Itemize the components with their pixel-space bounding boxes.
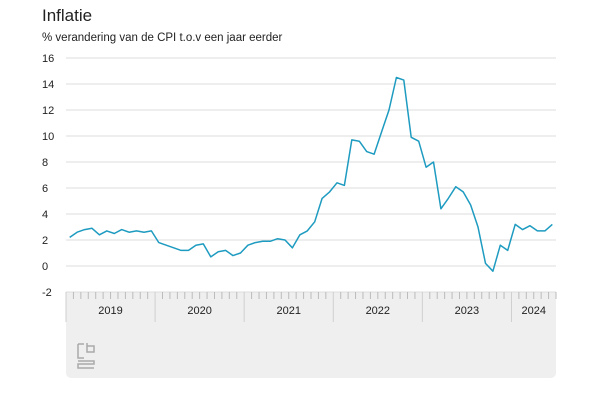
y-tick-label: 0 [42, 261, 48, 273]
x-year-label: 2022 [366, 305, 390, 317]
y-tick-label: 2 [42, 235, 48, 247]
y-tick-label: 6 [42, 183, 48, 195]
x-year-label: 2019 [98, 305, 122, 317]
series-line [69, 76, 553, 272]
y-tick-label: 16 [42, 53, 54, 65]
cbs-logo-icon [77, 343, 95, 369]
y-tick-label: 10 [42, 131, 54, 143]
y-tick-label: 14 [42, 79, 54, 91]
x-year-label: 2021 [276, 305, 300, 317]
y-tick-label: 4 [42, 209, 48, 221]
x-year-label: 2024 [521, 305, 545, 317]
y-tick-label: 12 [42, 105, 54, 117]
x-axis-band [66, 292, 556, 378]
x-year-label: 2020 [187, 305, 211, 317]
x-year-label: 2023 [455, 305, 479, 317]
chart-subtitle: % verandering van de CPI t.o.v een jaar … [42, 32, 283, 44]
y-tick-label: -2 [42, 287, 52, 299]
y-tick-label: 8 [42, 157, 48, 169]
chart-title: Inflatie [42, 6, 93, 25]
